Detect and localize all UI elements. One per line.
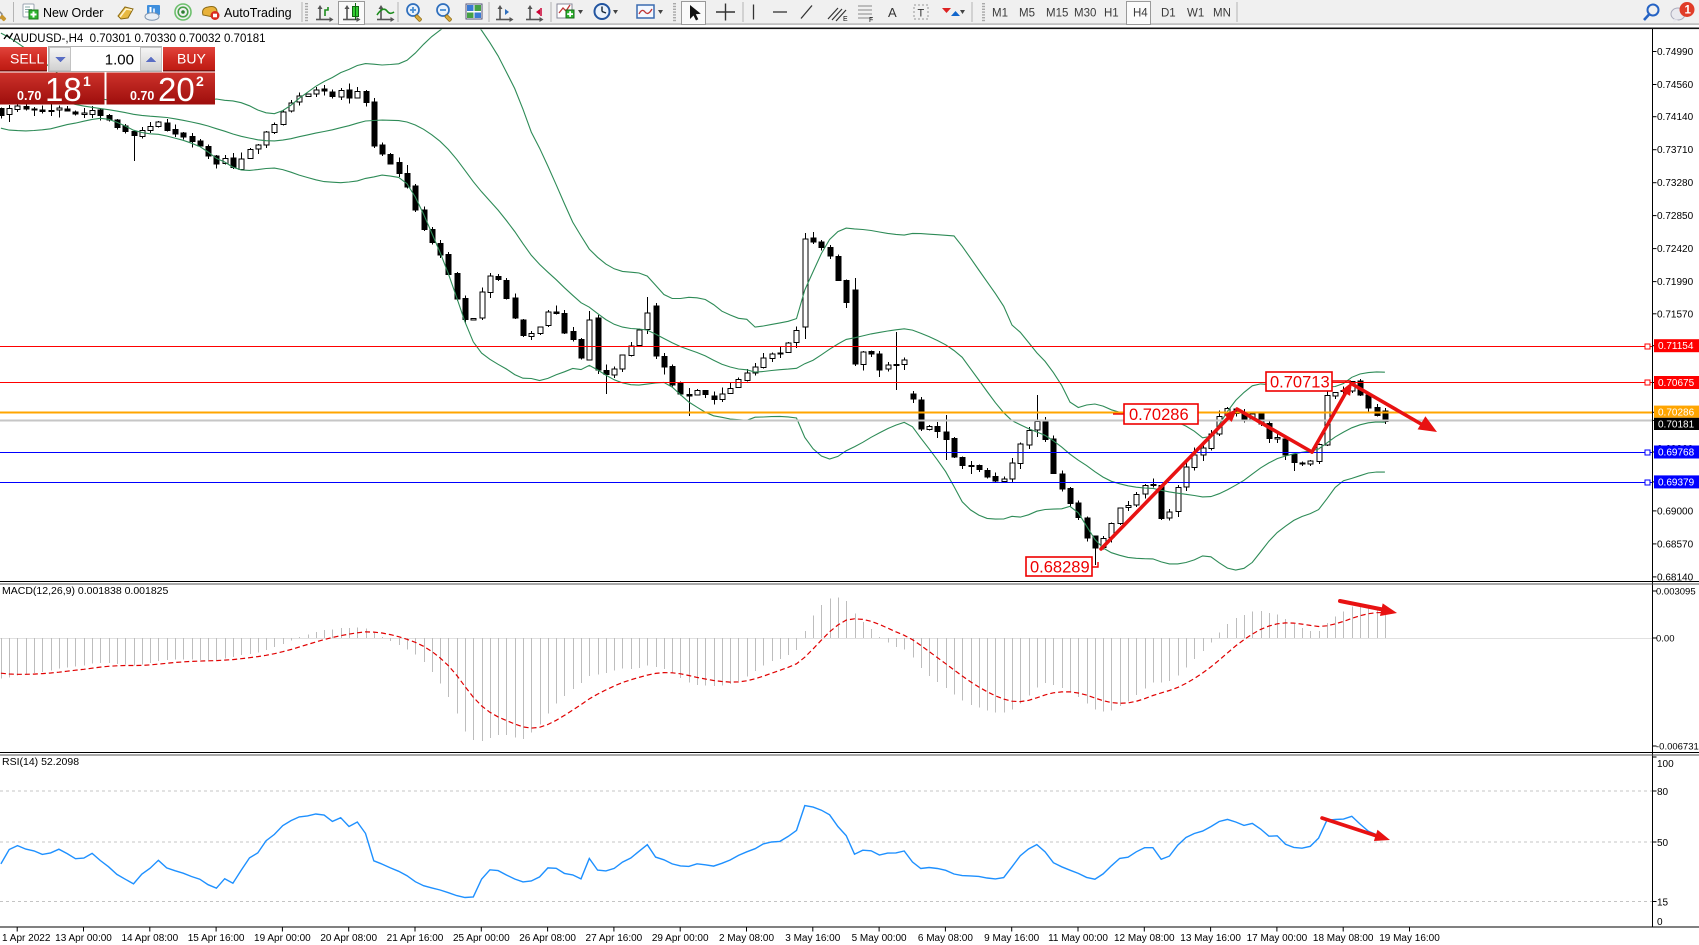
svg-text:A: A <box>888 5 897 20</box>
svg-text:6 May 08:00: 6 May 08:00 <box>918 933 973 944</box>
svg-text:0.72850: 0.72850 <box>1657 211 1694 222</box>
svg-text:0.74560: 0.74560 <box>1657 80 1694 91</box>
svg-text:25 Apr 00:00: 25 Apr 00:00 <box>453 933 510 944</box>
svg-text:1: 1 <box>1685 5 1692 17</box>
svg-text:0.70: 0.70 <box>17 89 41 103</box>
svg-text:27 Apr 16:00: 27 Apr 16:00 <box>586 933 643 944</box>
svg-text:RSI(14) 52.2098: RSI(14) 52.2098 <box>2 756 79 768</box>
svg-text:12 May 08:00: 12 May 08:00 <box>1114 933 1175 944</box>
svg-text:0.68570: 0.68570 <box>1657 539 1694 550</box>
svg-text:1.00: 1.00 <box>105 52 134 69</box>
svg-text:0.70675: 0.70675 <box>1658 378 1695 389</box>
svg-text:26 Apr 08:00: 26 Apr 08:00 <box>519 933 576 944</box>
svg-text:MACD(12,26,9) 0.001838 0.00182: MACD(12,26,9) 0.001838 0.001825 <box>2 585 169 597</box>
svg-text:F: F <box>869 17 873 24</box>
svg-text:0.73280: 0.73280 <box>1657 178 1694 189</box>
svg-text:18: 18 <box>45 71 82 108</box>
svg-text:0.71570: 0.71570 <box>1657 309 1694 320</box>
svg-text:D1: D1 <box>1161 8 1176 20</box>
svg-text:1 Apr 2022: 1 Apr 2022 <box>2 933 51 944</box>
svg-text:0.72420: 0.72420 <box>1657 244 1694 255</box>
svg-text:0: 0 <box>1657 917 1663 928</box>
svg-text:0.003095: 0.003095 <box>1656 587 1696 598</box>
svg-text:0.70181: 0.70181 <box>1658 420 1695 431</box>
svg-text:New Order: New Order <box>43 6 103 20</box>
svg-text:13 May 16:00: 13 May 16:00 <box>1180 933 1241 944</box>
svg-text:0.70713: 0.70713 <box>1270 374 1330 392</box>
svg-text:14 Apr 08:00: 14 Apr 08:00 <box>121 933 178 944</box>
svg-text:13 Apr 00:00: 13 Apr 00:00 <box>55 933 112 944</box>
svg-text:15 Apr 16:00: 15 Apr 16:00 <box>188 933 245 944</box>
svg-text:9 May 16:00: 9 May 16:00 <box>984 933 1039 944</box>
svg-text:2: 2 <box>196 73 204 89</box>
svg-text:0.73710: 0.73710 <box>1657 145 1694 156</box>
svg-text:80: 80 <box>1657 787 1669 798</box>
svg-text:-0.006731: -0.006731 <box>1656 742 1699 753</box>
svg-text:0.68140: 0.68140 <box>1657 572 1694 583</box>
svg-text:0.70286: 0.70286 <box>1129 406 1189 424</box>
svg-text:W1: W1 <box>1187 8 1204 20</box>
svg-text:0.00: 0.00 <box>1656 634 1675 645</box>
svg-text:M1: M1 <box>992 8 1008 20</box>
svg-text:29 Apr 00:00: 29 Apr 00:00 <box>652 933 709 944</box>
svg-text:M30: M30 <box>1074 8 1096 20</box>
svg-text:3 May 16:00: 3 May 16:00 <box>785 933 840 944</box>
svg-text:11 May 00:00: 11 May 00:00 <box>1048 933 1108 944</box>
svg-text:0.71154: 0.71154 <box>1658 341 1694 352</box>
svg-text:AUDUSD-,H4 0.70301 0.70330 0.: AUDUSD-,H4 0.70301 0.70330 0.70032 0.701… <box>13 33 266 45</box>
svg-text:20 Apr 08:00: 20 Apr 08:00 <box>320 933 377 944</box>
svg-text:0.68289: 0.68289 <box>1030 559 1090 577</box>
svg-text:0.69379: 0.69379 <box>1658 477 1695 488</box>
svg-text:H1: H1 <box>1104 8 1119 20</box>
svg-text:17 May 00:00: 17 May 00:00 <box>1247 933 1308 944</box>
svg-text:0.69768: 0.69768 <box>1658 448 1695 459</box>
svg-text:T: T <box>918 8 925 20</box>
svg-text:0.70: 0.70 <box>130 89 154 103</box>
svg-text:H4: H4 <box>1133 8 1148 20</box>
svg-text:M15: M15 <box>1046 8 1068 20</box>
svg-text:BUY: BUY <box>177 51 206 67</box>
svg-text:21 Apr 16:00: 21 Apr 16:00 <box>387 933 444 944</box>
svg-text:MN: MN <box>1213 8 1231 20</box>
svg-text:5 May 00:00: 5 May 00:00 <box>852 933 907 944</box>
svg-text:SELL: SELL <box>10 51 44 67</box>
svg-text:M5: M5 <box>1019 8 1035 20</box>
svg-text:0.74990: 0.74990 <box>1657 47 1694 58</box>
svg-text:0.71990: 0.71990 <box>1657 277 1694 288</box>
svg-text:100: 100 <box>1657 759 1674 770</box>
svg-text:0.69000: 0.69000 <box>1657 506 1694 517</box>
svg-text:20: 20 <box>158 71 195 108</box>
svg-text:0.74140: 0.74140 <box>1657 112 1694 123</box>
svg-text:1: 1 <box>83 73 91 89</box>
svg-text:19 Apr 00:00: 19 Apr 00:00 <box>254 933 311 944</box>
svg-text:15: 15 <box>1657 898 1669 909</box>
svg-text:0.70286: 0.70286 <box>1658 407 1695 418</box>
svg-text:E: E <box>843 16 848 23</box>
svg-text:19 May 16:00: 19 May 16:00 <box>1379 933 1440 944</box>
svg-text:50: 50 <box>1657 838 1669 849</box>
svg-text:18 May 08:00: 18 May 08:00 <box>1313 933 1374 944</box>
svg-text:AutoTrading: AutoTrading <box>224 6 292 20</box>
svg-text:2 May 08:00: 2 May 08:00 <box>719 933 774 944</box>
